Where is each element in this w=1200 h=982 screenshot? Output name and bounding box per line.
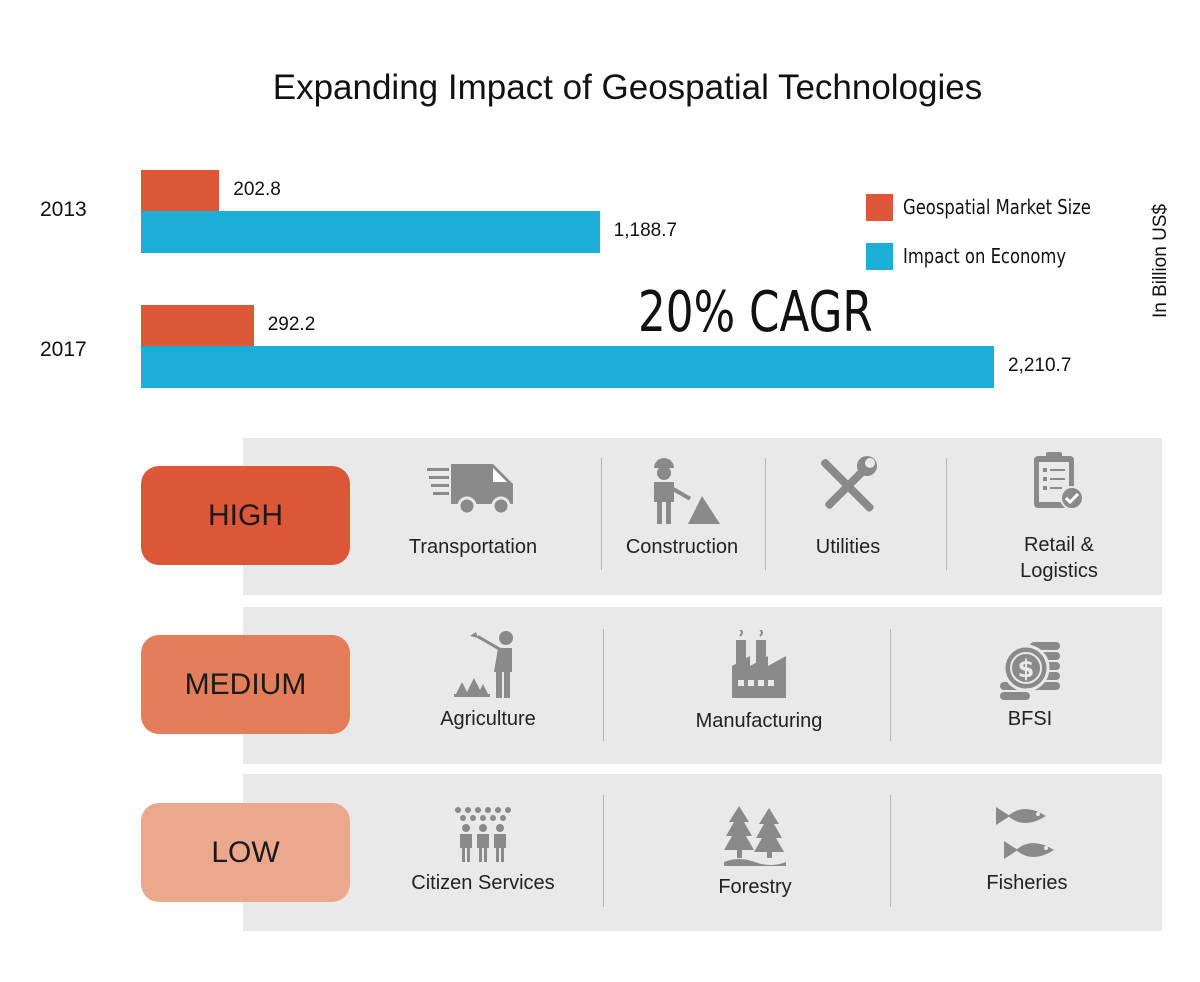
sector-label: Fisheries [986,872,1068,894]
level-badge-medium: MEDIUM [141,635,350,734]
coins-dollar-icon: $ [1000,642,1060,700]
sector-manufacturing: Manufacturing [684,630,834,734]
wrench-screwdriver-icon [820,456,877,512]
bar-market-2017 [141,305,254,347]
divider [946,458,947,570]
divider [603,629,604,741]
sector-label: BFSI [1007,708,1053,730]
cagr-annotation: 20% CAGR [638,280,873,345]
divider [765,458,766,570]
people-group-icon [455,807,511,862]
bar-economy-2013 [141,211,600,253]
truck-icon [427,464,513,516]
data-label-market-2017: 292.2 [267,314,316,335]
chart-title: Expanding Impact of Geospatial Technolog… [272,68,983,107]
level-badge-low: LOW [141,803,350,902]
sector-citizen-services: Citizen Services [403,806,563,896]
sector-label: Utilities [815,536,881,558]
sector-bfsi: $ BFSI [960,638,1100,732]
legend-swatch-economy [866,243,893,270]
data-label-economy-2017: 2,210.7 [1008,355,1072,376]
data-label-economy-2013: 1,188.7 [613,220,678,241]
data-label-market-2013: 202.8 [233,179,281,200]
svg-text:$: $ [1018,655,1035,683]
sector-retail-logistics: Retail & Logistics [988,450,1130,584]
sector-utilities: Utilities [778,456,918,560]
divider [603,795,604,907]
legend-swatch-market [866,194,893,221]
year-label-2017: 2017 [40,338,87,361]
construction-worker-icon [654,458,720,524]
sector-fisheries: Fisheries [957,800,1097,896]
sector-label: Manufacturing [695,710,823,732]
factory-icon [732,630,786,698]
sector-label: Agriculture [440,708,536,730]
sector-transportation: Transportation [393,456,553,560]
sector-label: Retail & Logistics [1020,534,1098,582]
sector-label: Transportation [408,536,538,558]
bar-market-2013 [141,170,220,212]
pine-trees-icon [724,806,786,866]
legend-label-market: Geospatial Market Size [903,195,1091,219]
divider [890,795,891,907]
farmer-icon [454,631,513,698]
sector-label: Construction [625,536,739,558]
fish-icon [996,807,1054,859]
sector-forestry: Forestry [685,806,825,900]
sector-agriculture: Agriculture [418,628,558,732]
sector-label: Citizen Services [411,872,555,894]
divider [601,458,602,570]
clipboard-check-icon [1034,452,1084,510]
divider [890,629,891,741]
unit-label: In Billion US$ [1150,203,1171,318]
level-badge-high: HIGH [141,466,350,565]
sector-label: Forestry [718,876,792,898]
bar-economy-2017 [141,346,994,388]
year-label-2013: 2013 [40,198,87,221]
sector-construction: Construction [612,456,752,560]
legend-label-economy: Impact on Economy [903,244,1067,268]
